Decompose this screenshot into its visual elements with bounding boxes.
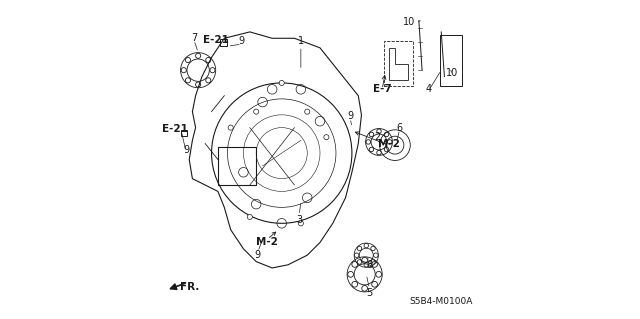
Text: 9: 9 — [183, 145, 189, 155]
Text: E-21: E-21 — [162, 124, 188, 134]
Circle shape — [279, 80, 284, 85]
Text: E-21: E-21 — [204, 35, 229, 45]
Text: 9: 9 — [255, 250, 261, 260]
Bar — [384, 41, 413, 86]
Text: E-7: E-7 — [373, 84, 392, 94]
Bar — [440, 35, 462, 86]
Text: M-2: M-2 — [257, 237, 278, 248]
Text: 1: 1 — [298, 36, 304, 47]
Bar — [218, 147, 256, 185]
Text: M-2: M-2 — [378, 138, 399, 149]
Text: 5: 5 — [366, 288, 372, 299]
Text: 8: 8 — [366, 260, 372, 270]
Circle shape — [247, 214, 252, 219]
Text: 3: 3 — [296, 215, 302, 225]
Text: 4: 4 — [426, 84, 431, 94]
Circle shape — [298, 221, 303, 226]
Circle shape — [324, 135, 329, 140]
Text: 10: 10 — [446, 68, 458, 78]
Circle shape — [305, 109, 310, 114]
Text: FR.: FR. — [180, 282, 199, 292]
Text: 9: 9 — [239, 36, 245, 47]
Text: 7: 7 — [191, 33, 197, 43]
Text: 2: 2 — [374, 132, 381, 142]
Text: 6: 6 — [397, 122, 403, 133]
Bar — [181, 130, 187, 136]
Circle shape — [253, 109, 259, 114]
Text: S5B4-M0100A: S5B4-M0100A — [410, 297, 473, 306]
Text: 9: 9 — [348, 111, 353, 122]
Text: 10: 10 — [403, 17, 415, 27]
Bar — [220, 39, 227, 46]
Circle shape — [228, 125, 233, 130]
